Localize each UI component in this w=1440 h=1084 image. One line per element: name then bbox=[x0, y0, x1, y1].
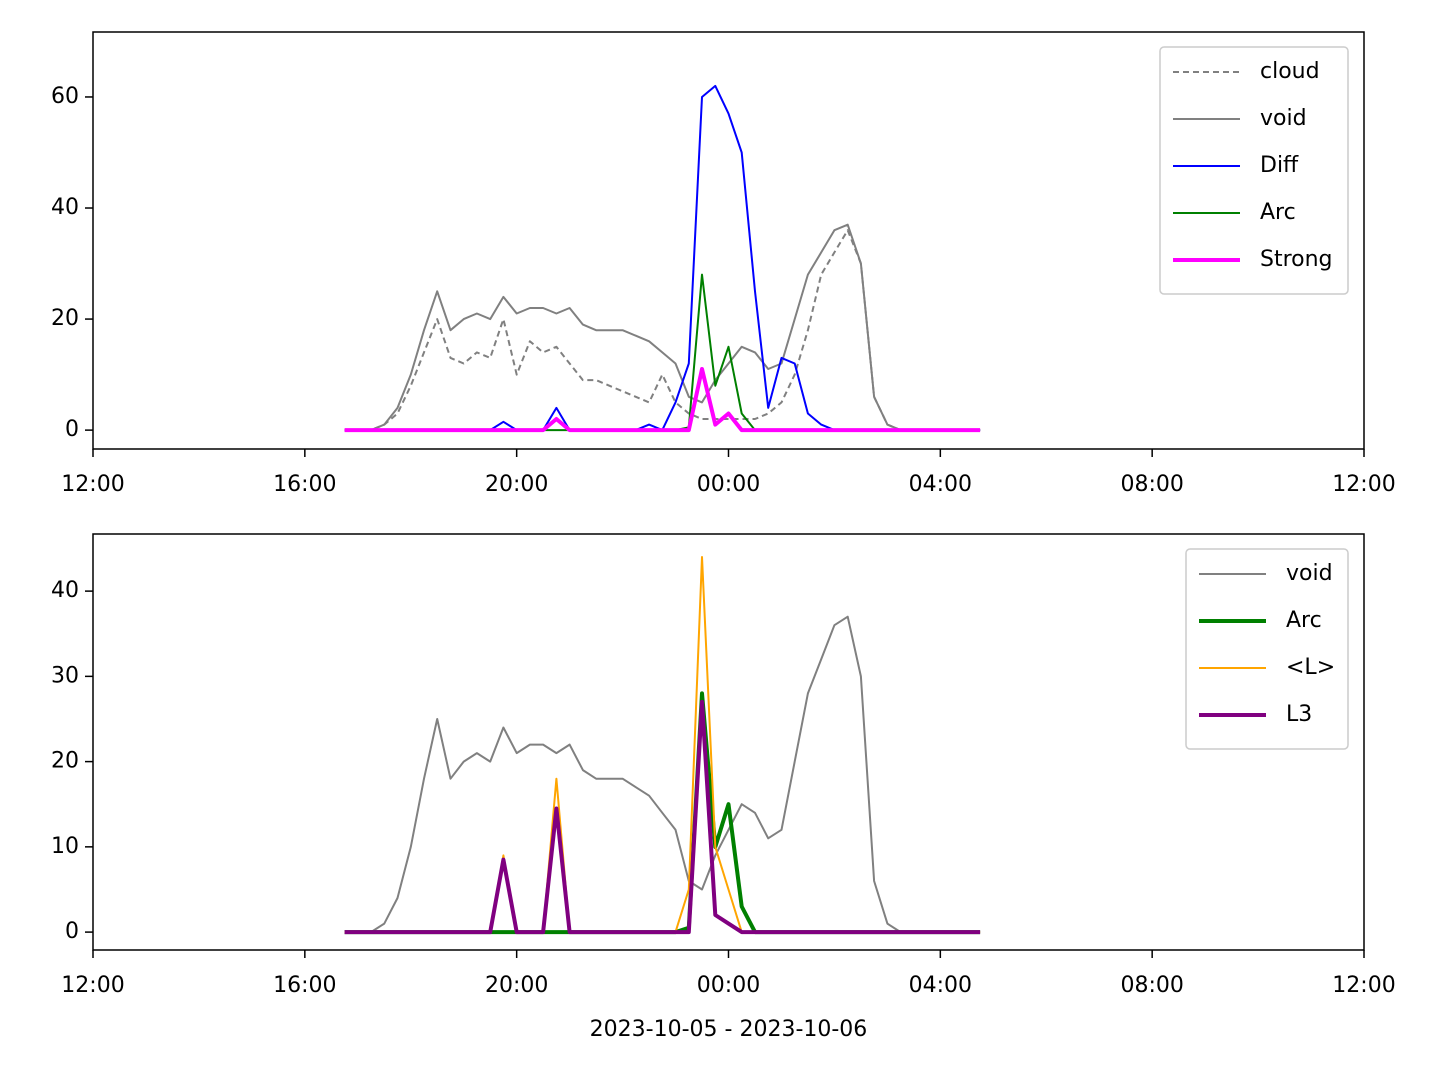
series-line bbox=[344, 229, 981, 432]
y-tick-label: 0 bbox=[65, 417, 79, 442]
x-tick-label: 12:00 bbox=[1332, 472, 1395, 497]
y-tick-label: 40 bbox=[51, 578, 79, 603]
x-axis-label: 2023-10-05 - 2023-10-06 bbox=[590, 1017, 868, 1042]
x-tick-label: 12:00 bbox=[61, 472, 124, 497]
x-tick-label: 12:00 bbox=[61, 973, 124, 998]
y-tick-label: 40 bbox=[51, 195, 79, 220]
y-tick-label: 30 bbox=[51, 663, 79, 688]
y-tick-label: 0 bbox=[65, 919, 79, 944]
x-tick-label: 04:00 bbox=[909, 472, 972, 497]
series-line bbox=[344, 223, 981, 432]
legend-label: Arc bbox=[1260, 200, 1296, 225]
legend-label: void bbox=[1286, 561, 1333, 586]
y-tick-label: 20 bbox=[51, 749, 79, 774]
legend-label: L3 bbox=[1286, 702, 1312, 727]
legend-label: cloud bbox=[1260, 59, 1320, 84]
legend-label: <L> bbox=[1286, 655, 1335, 680]
x-tick-label: 08:00 bbox=[1120, 973, 1183, 998]
legend-box bbox=[1159, 46, 1349, 295]
y-tick-label: 60 bbox=[51, 84, 79, 109]
x-tick-label: 16:00 bbox=[273, 973, 336, 998]
legend-label: Diff bbox=[1260, 153, 1299, 178]
legend-label: Arc bbox=[1286, 608, 1322, 633]
series-line bbox=[344, 556, 981, 934]
legend-label: void bbox=[1260, 106, 1307, 131]
x-tick-label: 00:00 bbox=[697, 472, 760, 497]
legend-box bbox=[1185, 548, 1349, 750]
x-tick-label: 20:00 bbox=[485, 973, 548, 998]
x-tick-label: 00:00 bbox=[697, 973, 760, 998]
series-line bbox=[344, 367, 981, 433]
y-tick-label: 20 bbox=[51, 306, 79, 331]
x-tick-label: 04:00 bbox=[909, 973, 972, 998]
x-tick-label: 08:00 bbox=[1120, 472, 1183, 497]
series-line bbox=[344, 84, 981, 432]
y-tick-label: 10 bbox=[51, 834, 79, 859]
x-tick-label: 16:00 bbox=[273, 472, 336, 497]
x-tick-label: 12:00 bbox=[1332, 973, 1395, 998]
legend-label: Strong bbox=[1260, 247, 1333, 272]
series-line bbox=[344, 699, 981, 935]
series-line bbox=[344, 615, 981, 934]
x-tick-label: 20:00 bbox=[485, 472, 548, 497]
